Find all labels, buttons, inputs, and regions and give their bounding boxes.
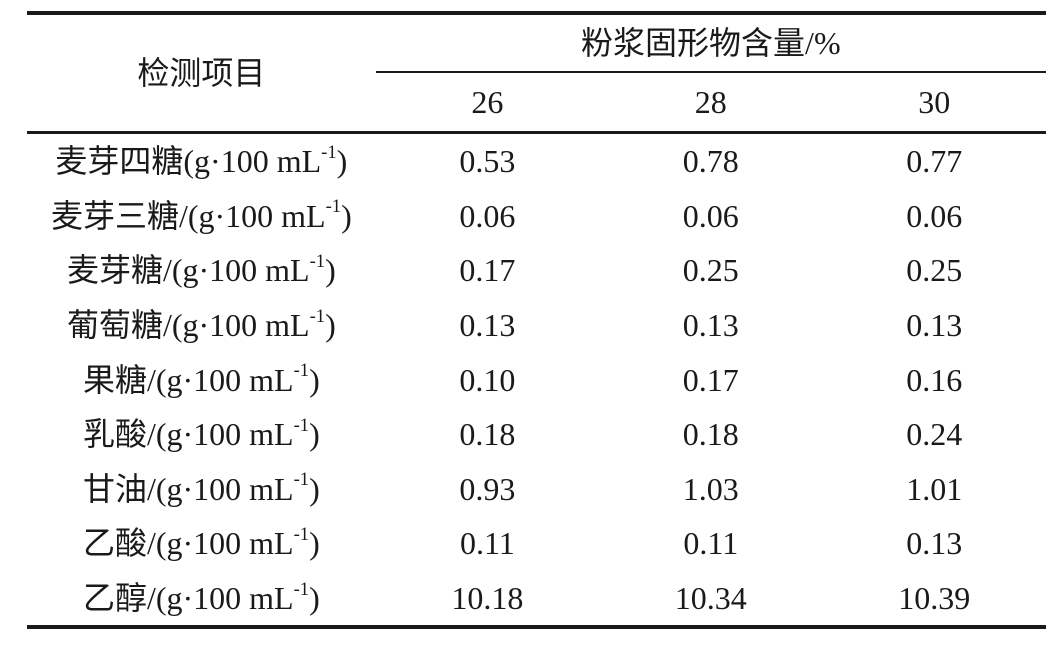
column-header-30: 30	[822, 72, 1046, 134]
value-cell: 0.24	[906, 416, 963, 453]
value-cell: 0.10	[459, 361, 516, 398]
row-label: 葡萄糖/(g·100 mL-1)	[66, 305, 336, 344]
value-cell: 10.34	[674, 580, 747, 617]
row-label: 乙醇/(g·100 mL-1)	[82, 578, 320, 617]
value-cell: 0.18	[459, 416, 516, 453]
table-row: 麦芽三糖/(g·100 mL-1) 0.06 0.06 0.06	[27, 189, 1046, 244]
value-cell: 0.11	[459, 525, 515, 562]
table-figure: 检测项目 粉浆固形物含量/% 26 28 30 麦芽四糖(g·100 mL-1)…	[0, 11, 1061, 648]
value-cell: 0.78	[682, 143, 739, 180]
value-cell: 0.17	[459, 252, 516, 289]
table-body: 麦芽四糖(g·100 mL-1) 0.53 0.78 0.77 麦芽三糖/(g·100 …	[27, 133, 1046, 628]
table-row: 葡萄糖/(g·100 mL-1) 0.13 0.13 0.13	[27, 298, 1046, 353]
value-cell: 0.06	[459, 197, 516, 234]
unit-superscript: -1	[309, 251, 326, 273]
table-row: 乳酸/(g·100 mL-1) 0.18 0.18 0.24	[27, 407, 1046, 462]
data-table: 检测项目 粉浆固形物含量/% 26 28 30 麦芽四糖(g·100 mL-1)…	[27, 11, 1046, 630]
value-cell: 1.03	[682, 470, 739, 507]
unit-superscript: -1	[293, 524, 310, 546]
table-row: 乙醇/(g·100 mL-1) 10.18 10.34 10.39	[27, 571, 1046, 628]
column-header-group: 粉浆固形物含量/%	[375, 13, 1046, 73]
table-row: 麦芽糖/(g·100 mL-1) 0.17 0.25 0.25	[27, 243, 1046, 298]
column-header-26: 26	[375, 72, 600, 134]
unit-superscript: -1	[309, 305, 326, 327]
value-cell: 0.06	[906, 197, 963, 234]
column-header-item: 检测项目	[27, 13, 376, 134]
value-cell: 0.16	[906, 361, 963, 398]
value-cell: 0.17	[682, 361, 739, 398]
value-cell: 0.13	[906, 307, 963, 344]
header-row-sub: 26 28 30	[27, 72, 1046, 134]
row-label: 麦芽四糖(g·100 mL-1)	[55, 141, 348, 180]
value-cell: 0.13	[459, 307, 516, 344]
value-cell: 10.18	[451, 580, 524, 617]
table-row: 麦芽四糖(g·100 mL-1) 0.53 0.78 0.77	[27, 133, 1046, 189]
table-header: 检测项目 粉浆固形物含量/% 26 28 30	[27, 13, 1046, 134]
value-cell: 0.13	[682, 307, 739, 344]
value-cell: 0.53	[459, 143, 516, 180]
table-row: 果糖/(g·100 mL-1) 0.10 0.17 0.16	[27, 352, 1046, 407]
row-label: 麦芽糖/(g·100 mL-1)	[66, 251, 336, 289]
unit-superscript: -1	[321, 141, 337, 163]
value-cell: 0.06	[682, 197, 739, 234]
row-label: 果糖/(g·100 mL-1)	[82, 360, 320, 398]
row-label: 甘油/(g·100 mL-1)	[82, 469, 320, 507]
row-label: 麦芽三糖/(g·100 mL-1)	[50, 196, 352, 234]
value-cell: 10.39	[898, 580, 971, 617]
table-row: 甘油/(g·100 mL-1) 0.93 1.03 1.01	[27, 462, 1046, 517]
unit-superscript: -1	[293, 469, 310, 491]
value-cell: 0.13	[906, 525, 963, 562]
unit-superscript: -1	[293, 360, 310, 382]
value-cell: 1.01	[906, 470, 963, 507]
unit-superscript: -1	[293, 578, 310, 600]
unit-superscript: -1	[293, 414, 310, 436]
table-row: 乙酸/(g·100 mL-1) 0.11 0.11 0.13	[27, 516, 1046, 571]
column-header-28: 28	[599, 72, 823, 134]
value-cell: 0.93	[459, 470, 516, 507]
row-label: 乙酸/(g·100 mL-1)	[82, 524, 320, 562]
unit-superscript: -1	[325, 196, 342, 218]
value-cell: 0.11	[683, 525, 739, 562]
header-row-group: 检测项目 粉浆固形物含量/%	[27, 13, 1046, 134]
value-cell: 0.77	[906, 143, 963, 180]
row-label: 乳酸/(g·100 mL-1)	[82, 414, 320, 453]
value-cell: 0.18	[682, 416, 739, 453]
value-cell: 0.25	[906, 252, 963, 289]
value-cell: 0.25	[682, 252, 739, 289]
